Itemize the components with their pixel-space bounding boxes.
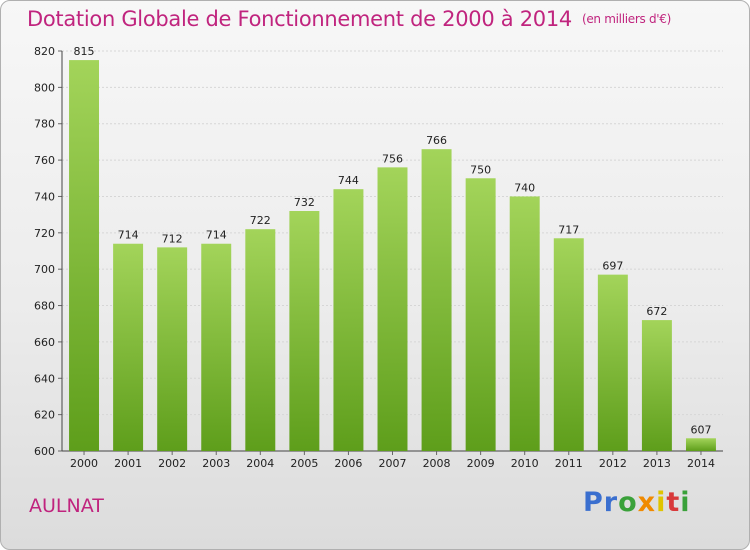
bar-2004 <box>245 229 276 451</box>
y-tick-label: 660 <box>34 336 55 349</box>
chart-title: Dotation Globale de Fonctionnement de 20… <box>27 7 671 31</box>
bar-2006 <box>333 189 364 451</box>
bar-2011 <box>553 238 584 451</box>
y-tick-label: 800 <box>34 81 55 94</box>
x-tick-label-2001: 2001 <box>114 457 142 470</box>
data-label-2011: 717 <box>558 223 579 236</box>
data-label-2007: 756 <box>382 152 403 165</box>
y-tick-label: 620 <box>34 409 55 422</box>
y-tick-label: 820 <box>34 45 55 58</box>
x-tick-label-2014: 2014 <box>687 457 715 470</box>
gridlines <box>58 50 723 452</box>
y-tick-label: 740 <box>34 190 55 203</box>
bar-2014 <box>685 438 716 451</box>
x-tick-label-2000: 2000 <box>70 457 98 470</box>
bar-2007 <box>377 167 408 451</box>
commune-name: AULNAT <box>29 495 104 517</box>
x-tick-label-2010: 2010 <box>511 457 539 470</box>
y-tick-labels: 600 620 640 660 680 700 720 740 760 780 800 820 <box>34 45 55 458</box>
data-label-2000: 815 <box>74 45 95 58</box>
x-tick-label-2003: 2003 <box>202 457 230 470</box>
data-label-2002: 712 <box>162 232 183 245</box>
data-labels: 815 714 712 714 722 732 744 756 766 750 740 717 697 6… <box>74 45 712 436</box>
data-label-2003: 714 <box>206 229 227 242</box>
x-tick-label-2013: 2013 <box>643 457 671 470</box>
y-tick-label: 640 <box>34 372 55 385</box>
x-tick-label-2006: 2006 <box>334 457 362 470</box>
data-label-2004: 722 <box>250 214 271 227</box>
data-label-2008: 766 <box>426 134 447 147</box>
x-tick-label-2009: 2009 <box>467 457 495 470</box>
bar-2003 <box>201 243 232 451</box>
x-tick-label-2007: 2007 <box>379 457 407 470</box>
y-tick-label: 600 <box>34 445 55 458</box>
y-tick-label: 760 <box>34 154 55 167</box>
y-tick-label: 700 <box>34 263 55 276</box>
data-label-2001: 714 <box>118 229 139 242</box>
x-tick-label-2005: 2005 <box>290 457 318 470</box>
y-tick-label: 720 <box>34 227 55 240</box>
bar-2002 <box>157 247 188 451</box>
data-label-2014: 607 <box>690 423 711 436</box>
x-tick-label-2004: 2004 <box>246 457 274 470</box>
bar-2013 <box>641 320 672 451</box>
unit-label: (en milliers d'€) <box>581 12 671 26</box>
data-label-2012: 697 <box>602 260 623 273</box>
title-text: Dotation Globale de Fonctionnement de 20… <box>27 7 572 31</box>
bar-2009 <box>465 178 496 452</box>
x-tick-label-2008: 2008 <box>423 457 451 470</box>
y-tick-label: 780 <box>34 118 55 131</box>
bar-2000 <box>69 60 100 451</box>
data-label-2013: 672 <box>646 305 667 318</box>
x-tick-label-2011: 2011 <box>555 457 583 470</box>
data-label-2010: 740 <box>514 181 535 194</box>
x-tick-label-2012: 2012 <box>599 457 627 470</box>
x-tick-label-2002: 2002 <box>158 457 186 470</box>
bar-2008 <box>421 149 452 451</box>
bar-2005 <box>289 211 320 451</box>
bar-2012 <box>597 274 628 451</box>
bars <box>69 60 716 452</box>
data-label-2009: 750 <box>470 163 491 176</box>
data-label-2006: 744 <box>338 174 359 187</box>
y-tick-label: 680 <box>34 300 55 313</box>
x-tick-labels: 2000 2001 2002 2003 2004 2005 2006 2007 2008 2009… <box>70 451 715 470</box>
bar-2001 <box>113 243 144 451</box>
bar-2010 <box>509 196 540 451</box>
data-label-2005: 732 <box>294 196 315 209</box>
proxiti-logo: Proxiti <box>583 487 691 518</box>
